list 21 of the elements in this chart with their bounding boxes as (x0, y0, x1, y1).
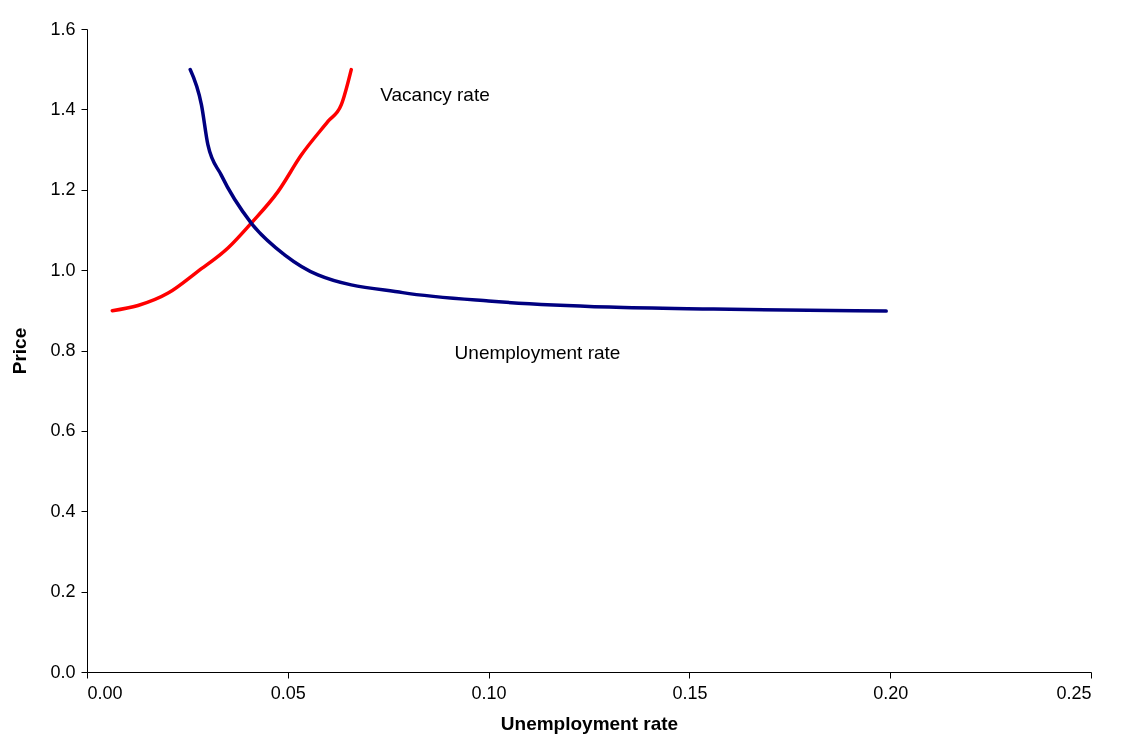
y-tick-label: 1.2 (50, 179, 76, 200)
y-tick-label: 1.0 (50, 259, 76, 280)
x-tick-label: 0.15 (672, 682, 708, 703)
series-label: Vacancy rate (380, 83, 490, 105)
x-axis-title: Unemployment rate (500, 712, 679, 734)
y-tick-label: 0.2 (50, 581, 76, 602)
x-tick-label: 0.20 (873, 682, 909, 703)
x-tick-label: 0.00 (87, 682, 123, 703)
y-tick-label: 1.6 (50, 18, 76, 39)
line-series (110, 67, 353, 313)
y-tick-label: 0.4 (50, 500, 76, 521)
y-tick-label: 0.0 (50, 661, 76, 682)
series-label: Unemployment rate (454, 342, 621, 364)
x-tick-label: 0.05 (270, 682, 306, 703)
y-tick-label: 0.8 (50, 340, 76, 360)
line-series (188, 67, 888, 313)
x-tick-label: 0.10 (471, 682, 507, 703)
y-tick-label: 1.4 (50, 98, 76, 119)
y-tick-label: 0.6 (50, 420, 76, 441)
x-tick-label: 0.25 (1056, 682, 1092, 703)
y-axis-title: Price (9, 327, 31, 375)
